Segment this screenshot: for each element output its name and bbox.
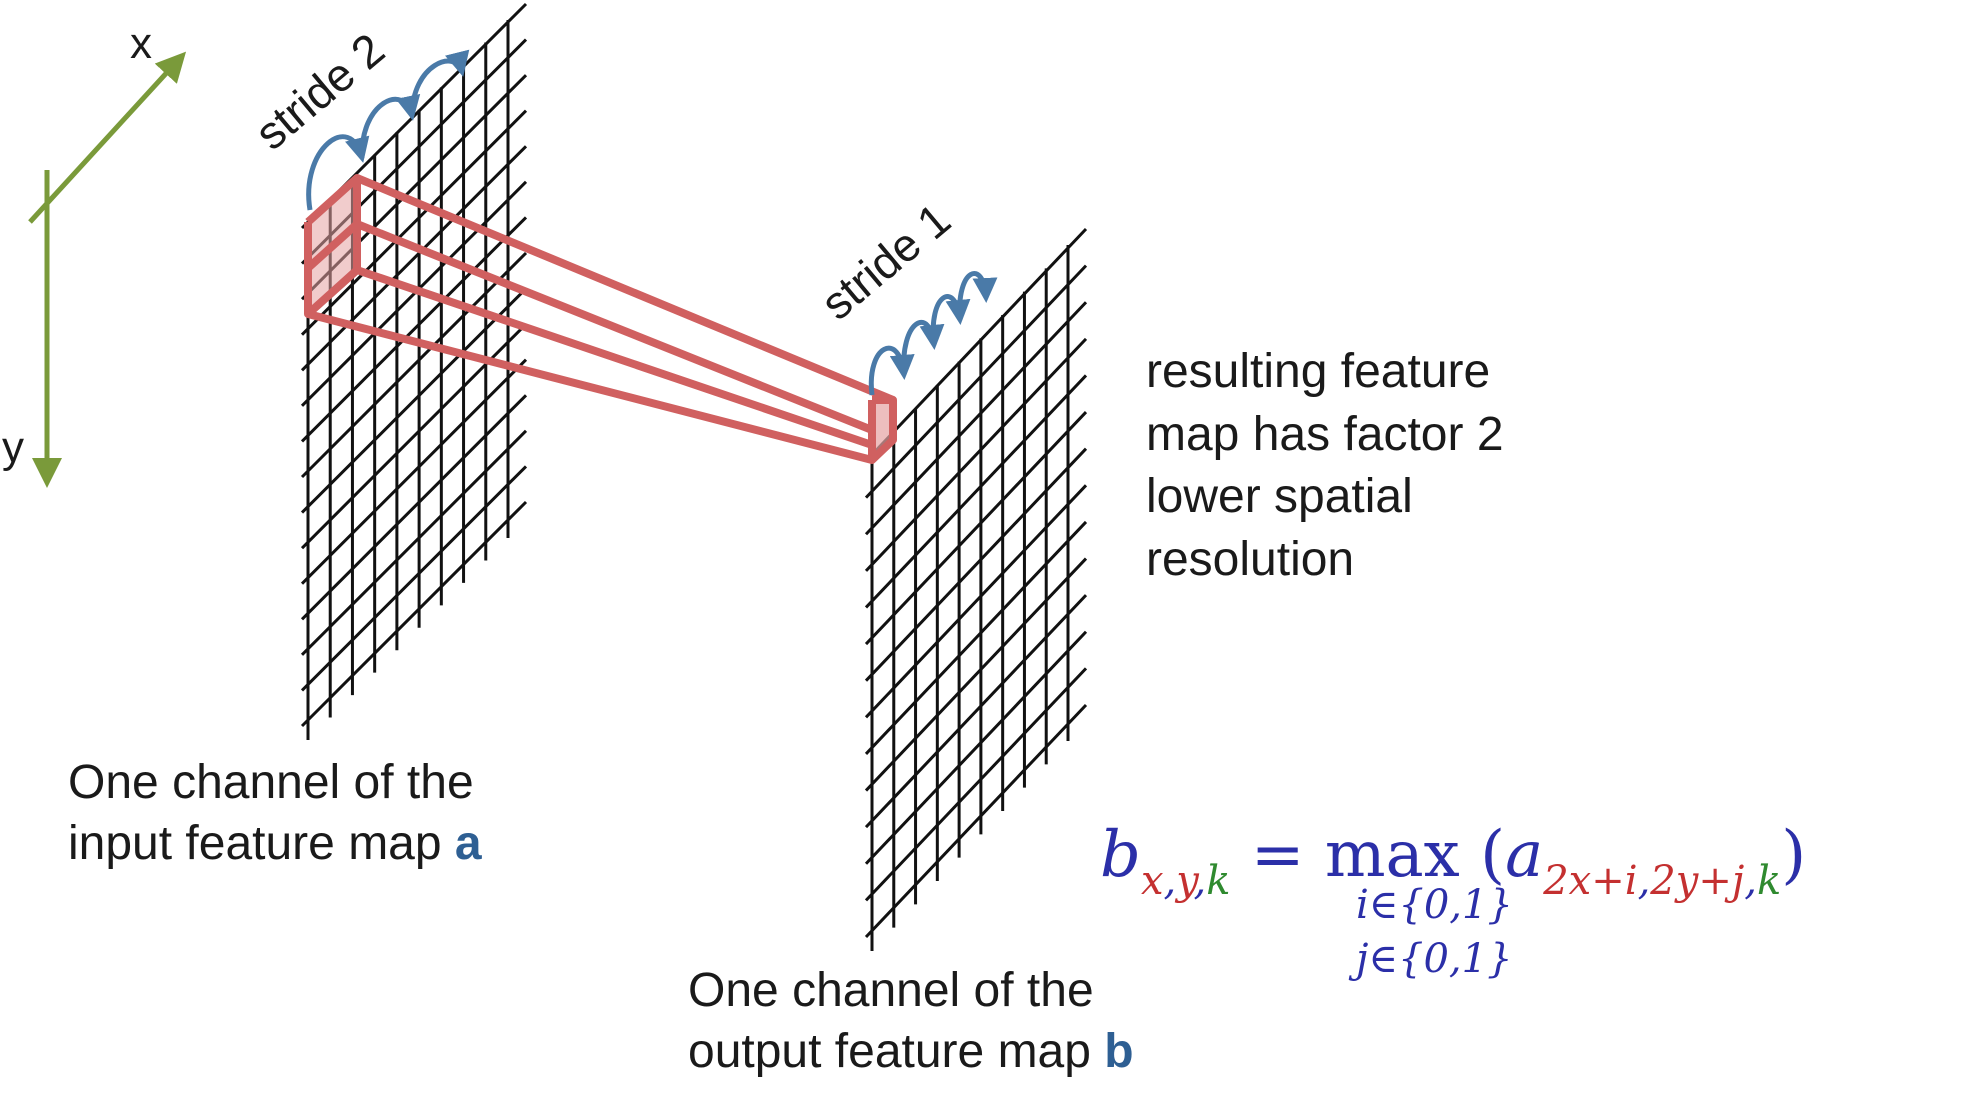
input-caption-line2: input feature map a [68, 817, 482, 870]
max-operator: max [1324, 818, 1460, 892]
grid-line-horizontal [300, 109, 528, 336]
max-limits: i∈{0,1} j∈{0,1} [1356, 878, 1513, 986]
grid-line-horizontal [864, 594, 1088, 829]
input-map-variable: a [454, 817, 482, 870]
output-caption-line1: One channel of the [688, 964, 1094, 1017]
grid-line-horizontal [864, 484, 1088, 719]
max-pooling-formula: bx,y,k = max (a2x+i,2y+j,k) i∈{0,1} j∈{0… [1100, 810, 1807, 982]
grid-line-horizontal [864, 667, 1088, 902]
grid-line-horizontal [864, 703, 1088, 939]
grid-line-horizontal [864, 411, 1088, 646]
grid-line-horizontal [864, 337, 1088, 572]
beam-bottom [306, 310, 874, 464]
input-window-inner-edge [305, 221, 360, 271]
y-axis-label: y [2, 423, 24, 472]
output-window-outline [868, 396, 897, 464]
grid-line-horizontal [300, 500, 528, 728]
input-caption: One channel of the input feature map a [68, 752, 482, 874]
stride-2-arrows [306, 49, 470, 211]
grid-line-horizontal [864, 557, 1088, 792]
note-line: resolution [1146, 532, 1355, 586]
axes: x y [2, 19, 187, 488]
stride-1-arrow [901, 320, 945, 376]
limit-j: j∈{0,1} [1356, 936, 1513, 982]
grid-line-horizontal [300, 216, 528, 443]
limit-i: i∈{0,1} [1356, 882, 1513, 928]
output-caption-line2: output feature map b [688, 1025, 1134, 1078]
stride-2-arrow [409, 49, 470, 117]
stride-1-arrow [868, 345, 915, 396]
grid-line-horizontal [300, 429, 528, 656]
grid-line-horizontal [864, 301, 1088, 536]
beam-lower [355, 266, 874, 449]
stride-2-label: stride 2 [245, 23, 394, 160]
grid-line-horizontal [864, 264, 1088, 499]
pooling-window [304, 174, 897, 464]
input-caption-line1: One channel of the [68, 756, 474, 809]
grid-line-horizontal [300, 251, 528, 479]
grid-line-horizontal [300, 145, 528, 372]
note-line: map has factor 2 [1146, 407, 1504, 461]
note-line: lower spatial [1146, 470, 1413, 523]
grid-line-horizontal [300, 465, 528, 692]
grid-line-horizontal [864, 447, 1088, 682]
grid-line-horizontal [300, 394, 528, 621]
beam-top [355, 174, 895, 404]
grid-line-horizontal [864, 520, 1088, 755]
note-line: resulting feature [1146, 345, 1491, 398]
grid-line-horizontal [300, 287, 528, 514]
stride-2-arrow [359, 93, 421, 159]
resolution-note: resulting feature map has factor 2 lower… [1146, 341, 1504, 591]
stride-1-arrows [868, 271, 998, 396]
output-caption: One channel of the output feature map b [688, 960, 1134, 1082]
beam-middle [355, 220, 874, 434]
formula-main-line: bx,y,k = max (a2x+i,2y+j,k) [1100, 818, 1807, 904]
x-axis-label: x [130, 19, 152, 68]
x-axis-arrow [28, 51, 187, 224]
stride-1-arrow [930, 294, 971, 346]
grid-line-horizontal [864, 227, 1088, 463]
grid-line-horizontal [300, 180, 528, 407]
grid-line-horizontal [864, 630, 1088, 865]
output-map-variable: b [1104, 1025, 1134, 1078]
output-feature-map-grid [864, 227, 1088, 951]
grid-line-horizontal [300, 358, 528, 585]
stride-1-arrow [957, 271, 998, 321]
grid-line-horizontal [864, 374, 1088, 609]
stride-2-arrow [306, 134, 370, 211]
